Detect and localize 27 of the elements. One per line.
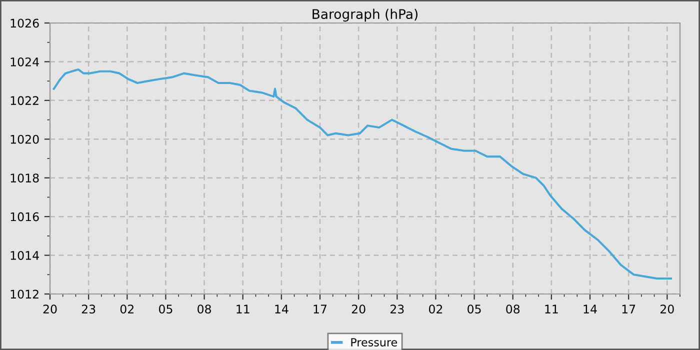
x-tick-label: 02: [120, 304, 134, 314]
x-tick-label: 08: [198, 304, 211, 314]
x-tick-label: 05: [468, 304, 481, 314]
y-tick-label: 1026: [10, 18, 39, 28]
x-tick-label: 17: [622, 304, 636, 314]
y-tick-label: 1024: [10, 57, 39, 66]
x-tick-label: 05: [158, 304, 172, 314]
x-tick-label: 17: [314, 304, 326, 314]
chart-title: Barograph (hPa): [312, 8, 418, 22]
x-tick-label: 11: [236, 304, 250, 314]
x-tick-label: 20: [43, 304, 57, 314]
y-tick-label: 1016: [10, 212, 39, 222]
x-tick-label: 11: [545, 304, 558, 314]
x-tick-label: 08: [506, 304, 520, 314]
x-tick-label: 23: [82, 304, 96, 314]
y-tick-label: 1020: [10, 134, 39, 144]
x-tick-label: 14: [275, 304, 288, 314]
x-tick-label: 20: [660, 304, 674, 314]
y-tick-label: 1014: [10, 251, 39, 260]
y-tick-label: 1012: [10, 290, 38, 299]
y-tick-label: 1022: [10, 96, 38, 106]
legend-label: Pressure: [351, 338, 398, 346]
x-tick-label: 23: [390, 304, 404, 314]
x-tick-label: 14: [584, 304, 597, 314]
y-tick-label: 1018: [10, 174, 39, 183]
x-tick-label: 02: [428, 304, 442, 314]
x-tick-label: 20: [352, 304, 366, 314]
